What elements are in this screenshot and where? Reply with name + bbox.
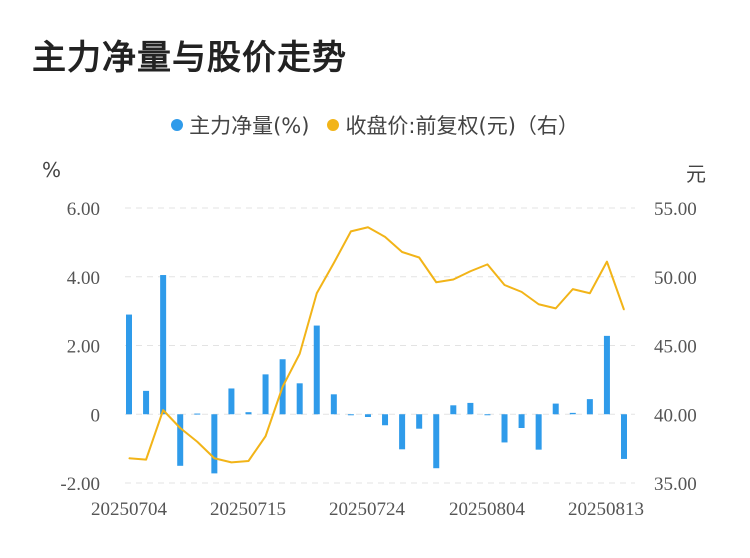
price-point — [469, 270, 471, 272]
price-point — [367, 226, 369, 228]
bar — [228, 388, 235, 415]
bar — [416, 414, 423, 429]
bar — [296, 383, 303, 415]
left-tick-label: 2.00 — [67, 337, 100, 358]
price-point — [282, 386, 284, 388]
price-point — [623, 309, 625, 311]
bar — [262, 374, 269, 415]
chart-legend: 主力净量(%) 收盘价:前复权(元)（右） — [0, 110, 750, 140]
bar — [160, 275, 167, 415]
price-point — [384, 236, 386, 238]
price-point — [162, 409, 164, 411]
price-point — [128, 457, 130, 459]
x-tick-label: 20250704 — [91, 499, 168, 520]
x-tick-label: 20250813 — [568, 499, 644, 520]
right-axis-unit: 元 — [686, 162, 706, 186]
legend-price-marker — [327, 119, 340, 131]
bar — [433, 414, 440, 469]
price-point — [230, 461, 233, 463]
bar — [586, 399, 593, 415]
bar — [313, 325, 320, 415]
price-point — [555, 307, 557, 309]
left-tick-label: 6.00 — [67, 199, 100, 220]
legend-price-label: 收盘价:前复权(元)（右） — [345, 114, 579, 138]
bar — [382, 414, 389, 426]
price-point — [145, 459, 147, 461]
price-point — [213, 457, 215, 459]
x-tick-label: 20250804 — [449, 499, 526, 520]
bar — [603, 335, 610, 415]
left-tick-label: -2.00 — [60, 474, 100, 495]
price-point — [572, 288, 574, 290]
legend-net-marker — [171, 119, 184, 131]
price-point — [589, 292, 591, 294]
bar — [143, 390, 150, 415]
price-point — [538, 303, 540, 305]
bar — [450, 405, 457, 415]
chart-title: 主力净量与股价走势 — [32, 38, 347, 78]
price-point — [606, 261, 608, 263]
right-tick-label: 35.00 — [654, 474, 697, 495]
price-point — [333, 262, 335, 264]
bar — [501, 414, 508, 443]
bar — [621, 414, 627, 459]
right-tick-label: 50.00 — [654, 268, 697, 289]
bar — [126, 314, 132, 415]
price-point — [196, 441, 198, 443]
price-point — [179, 427, 181, 429]
legend-net-label: 主力净量(%) — [189, 114, 310, 138]
legend-item-net[interactable]: 主力净量(%) — [171, 110, 309, 140]
x-tick-label: 20250715 — [210, 499, 286, 520]
price-point — [264, 435, 267, 437]
price-point — [247, 460, 250, 462]
price-point — [401, 251, 403, 253]
x-tick-label: 20250724 — [329, 499, 406, 520]
bar — [211, 414, 218, 474]
left-tick-label: 0 — [91, 405, 101, 426]
right-tick-label: 45.00 — [654, 337, 697, 358]
price-point — [503, 284, 506, 286]
bar — [347, 414, 354, 416]
left-axis-unit: % — [42, 158, 62, 182]
right-tick-label: 55.00 — [654, 199, 697, 220]
price-point — [316, 292, 318, 294]
bar — [364, 414, 371, 417]
price-line — [128, 226, 625, 464]
bar — [245, 412, 252, 415]
price-point — [452, 278, 454, 281]
bar — [535, 414, 542, 450]
price-point — [299, 353, 301, 355]
left-tick-label: 4.00 — [67, 268, 100, 289]
price-point — [350, 230, 352, 232]
bar — [399, 414, 406, 450]
bar — [330, 394, 337, 415]
bar — [467, 402, 474, 415]
bar — [177, 414, 184, 466]
price-point — [520, 291, 523, 293]
legend-item-price[interactable]: 收盘价:前复权(元)（右） — [327, 110, 579, 140]
bar — [569, 412, 576, 415]
bar — [484, 414, 491, 416]
price-point — [435, 281, 437, 283]
bar — [194, 413, 201, 415]
price-point — [418, 256, 420, 259]
bar — [552, 403, 559, 415]
price-point — [486, 263, 489, 265]
right-tick-label: 40.00 — [654, 405, 697, 426]
bar — [518, 414, 525, 428]
